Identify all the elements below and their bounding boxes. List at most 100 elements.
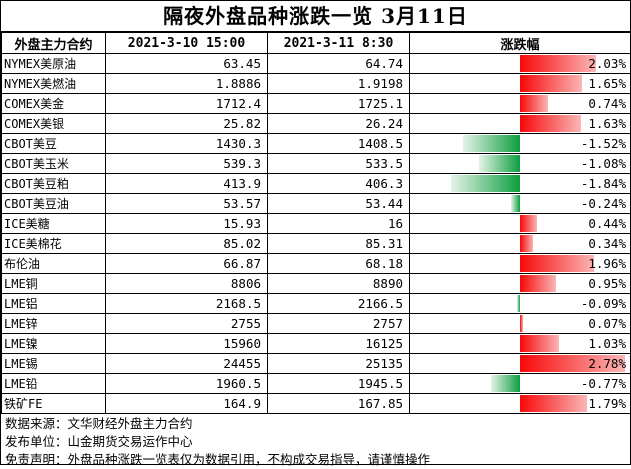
change-percent: -0.77% <box>580 376 626 391</box>
down-bar <box>516 295 520 312</box>
prev-price: 1.8886 <box>105 73 268 94</box>
curr-price: 68.18 <box>267 253 410 274</box>
change-percent: -1.52% <box>580 136 626 151</box>
down-bar <box>450 175 520 192</box>
contract-name: LME镍 <box>1 333 106 354</box>
change-percent: -0.09% <box>580 296 626 311</box>
down-bar <box>491 375 520 392</box>
curr-price: 406.3 <box>267 173 410 194</box>
table-header-row: 外盘主力合约 2021-3-10 15:00 2021-3-11 8:30 涨跌… <box>1 32 631 54</box>
table-row: LME锡 24455 25135 2.78% <box>1 353 631 374</box>
up-bar <box>520 395 588 412</box>
table-row: ICE美糖 15.93 16 0.44% <box>1 213 631 234</box>
table-row: 布伦油 66.87 68.18 1.96% <box>1 253 631 274</box>
up-bar <box>520 255 594 272</box>
contract-name: COMEX美金 <box>1 93 106 114</box>
change-percent: -0.24% <box>580 196 626 211</box>
contract-name: ICE美糖 <box>1 213 106 234</box>
change-percent: -1.84% <box>580 176 626 191</box>
up-bar <box>520 95 548 112</box>
table-body: NYMEX美原油 63.45 64.74 2.03% NYMEX美燃油 1.8886 1.9… <box>1 53 631 414</box>
curr-price: 533.5 <box>267 153 410 174</box>
change-percent: 1.03% <box>588 336 626 351</box>
footer-publisher: 发布单位：山金期货交易运作中心 <box>5 434 193 449</box>
prev-price: 164.9 <box>105 393 268 414</box>
change-cell: 1.65% <box>409 73 631 94</box>
header-change: 涨跌幅 <box>409 32 631 54</box>
change-cell: -0.77% <box>409 373 631 394</box>
prev-price: 1430.3 <box>105 133 268 154</box>
change-percent: 1.96% <box>588 256 626 271</box>
contract-name: LME铜 <box>1 273 106 294</box>
contract-name: 铁矿FE <box>1 393 106 414</box>
contract-name: LME铝 <box>1 293 106 314</box>
up-bar <box>520 235 533 252</box>
table-row: COMEX美银 25.82 26.24 1.63% <box>1 113 631 134</box>
contract-name: CBOT美豆油 <box>1 193 106 214</box>
curr-price: 1725.1 <box>267 93 410 114</box>
table-row: LME铝 2168.5 2166.5 -0.09% <box>1 293 631 314</box>
change-percent: 1.79% <box>588 396 626 411</box>
contract-name: LME锡 <box>1 353 106 374</box>
quote-table: 外盘主力合约 2021-3-10 15:00 2021-3-11 8:30 涨跌… <box>1 32 631 414</box>
prev-price: 1960.5 <box>105 373 268 394</box>
footer-source: 数据来源：文华财经外盘主力合约 <box>5 416 193 431</box>
change-cell: -0.09% <box>409 293 631 314</box>
header-prev-time: 2021-3-10 15:00 <box>105 32 268 54</box>
table-row: CBOT美豆 1430.3 1408.5 -1.52% <box>1 133 631 154</box>
header-contract: 外盘主力合约 <box>1 32 106 54</box>
change-cell: -1.84% <box>409 173 631 194</box>
prev-price: 66.87 <box>105 253 268 274</box>
contract-name: 布伦油 <box>1 253 106 274</box>
up-bar <box>520 275 556 292</box>
change-cell: 0.44% <box>409 213 631 234</box>
prev-price: 85.02 <box>105 233 268 254</box>
contract-name: CBOT美玉米 <box>1 153 106 174</box>
curr-price: 1408.5 <box>267 133 410 154</box>
change-cell: -1.52% <box>409 133 631 154</box>
prev-price: 15.93 <box>105 213 268 234</box>
prev-price: 25.82 <box>105 113 268 134</box>
change-cell: -0.24% <box>409 193 631 214</box>
table-row: ICE美棉花 85.02 85.31 0.34% <box>1 233 631 254</box>
up-bar <box>520 355 625 372</box>
change-cell: 0.07% <box>409 313 631 334</box>
curr-price: 26.24 <box>267 113 410 134</box>
curr-price: 2166.5 <box>267 293 410 314</box>
change-percent: 0.95% <box>588 276 626 291</box>
change-cell: 1.96% <box>409 253 631 274</box>
prev-price: 2168.5 <box>105 293 268 314</box>
prev-price: 8806 <box>105 273 268 294</box>
up-bar <box>520 315 523 332</box>
change-cell: 1.03% <box>409 333 631 354</box>
up-bar <box>520 215 537 232</box>
contract-name: COMEX美银 <box>1 113 106 134</box>
change-percent: 2.78% <box>588 356 626 371</box>
change-cell: -1.08% <box>409 153 631 174</box>
prev-price: 2755 <box>105 313 268 334</box>
curr-price: 53.44 <box>267 193 410 214</box>
contract-name: NYMEX美燃油 <box>1 73 106 94</box>
change-cell: 0.74% <box>409 93 631 114</box>
prev-price: 413.9 <box>105 173 268 194</box>
table-row: COMEX美金 1712.4 1725.1 0.74% <box>1 93 631 114</box>
curr-price: 8890 <box>267 273 410 294</box>
contract-name: ICE美棉花 <box>1 233 106 254</box>
table-row: CBOT美豆粕 413.9 406.3 -1.84% <box>1 173 631 194</box>
change-percent: 0.07% <box>588 316 626 331</box>
change-cell: 1.63% <box>409 113 631 134</box>
footer-disclaimer: 免责声明：外盘品种涨跌一览表仅为数据引用，不构成交易指导，请谨慎操作 <box>5 452 431 467</box>
change-cell: 0.95% <box>409 273 631 294</box>
up-bar <box>520 335 559 352</box>
curr-price: 16125 <box>267 333 410 354</box>
curr-price: 85.31 <box>267 233 410 254</box>
curr-price: 2757 <box>267 313 410 334</box>
change-percent: -1.08% <box>580 156 626 171</box>
change-percent: 2.03% <box>588 56 626 71</box>
contract-name: LME锌 <box>1 313 106 334</box>
contract-name: NYMEX美原油 <box>1 53 106 74</box>
prev-price: 1712.4 <box>105 93 268 114</box>
table-row: LME锌 2755 2757 0.07% <box>1 313 631 334</box>
curr-price: 1.9198 <box>267 73 410 94</box>
